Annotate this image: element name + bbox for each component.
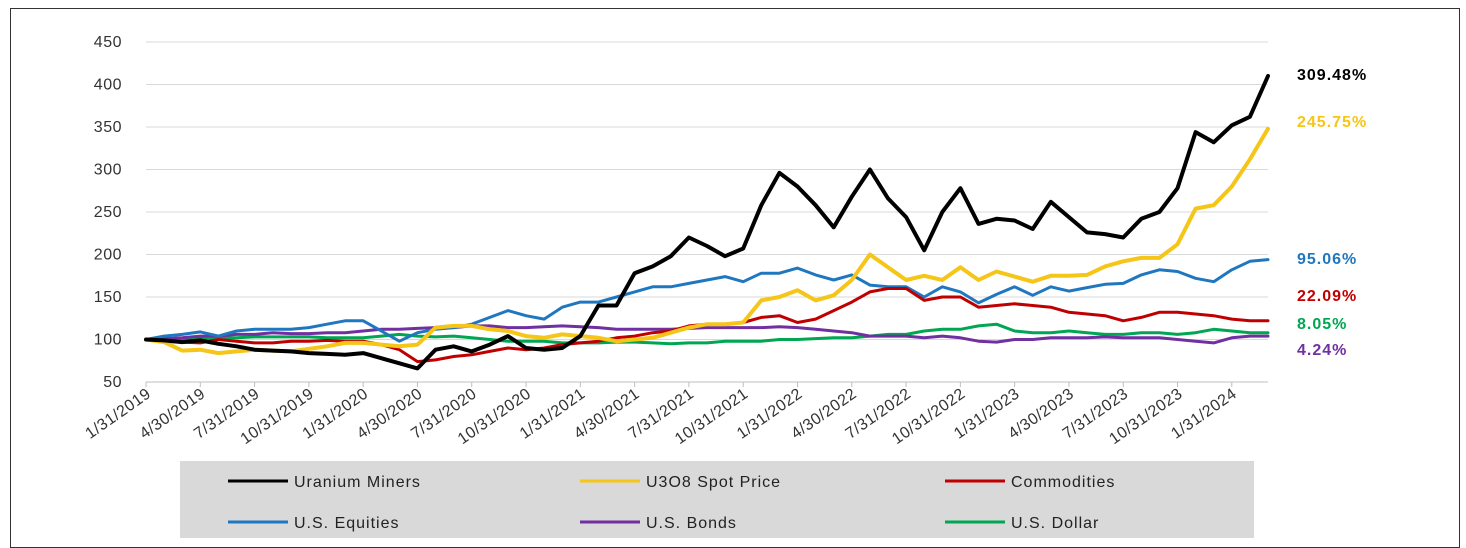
y-tick-label: 100 — [94, 332, 122, 349]
y-tick-label: 400 — [94, 77, 122, 94]
end-label: 8.05% — [1297, 316, 1347, 333]
legend-box — [180, 461, 1254, 538]
end-label: 4.24% — [1297, 342, 1347, 359]
series-lines — [144, 74, 1270, 371]
series-line-u-s-bonds — [144, 324, 1270, 345]
legend-entry: Commodities — [1011, 474, 1115, 491]
series-line-u-s-dollar — [144, 322, 1270, 346]
series-line-u-s-equities — [144, 258, 1270, 343]
y-tick-label: 350 — [94, 119, 122, 136]
end-label: 22.09% — [1297, 288, 1357, 305]
legend-entry: U.S. Equities — [294, 515, 399, 532]
y-tick-label: 150 — [94, 289, 122, 306]
legend: Uranium Miners U3O8 Spot Price Commodities… — [180, 461, 1254, 538]
y-tick-label: 300 — [94, 162, 122, 179]
legend-entry: U.S. Bonds — [646, 515, 737, 532]
series-line-uranium-miners — [144, 74, 1270, 371]
legend-entry: Uranium Miners — [294, 474, 421, 491]
end-label: 245.75% — [1297, 114, 1367, 131]
end-label: 309.48% — [1297, 67, 1367, 84]
y-tick-label: 250 — [94, 204, 122, 221]
gridlines — [146, 41, 1268, 340]
legend-entry: U3O8 Spot Price — [646, 474, 781, 491]
legend-entry: U.S. Dollar — [1011, 515, 1099, 532]
y-tick-label: 450 — [94, 34, 122, 51]
axes: 501001502002503003504004501/31/20194/30/… — [83, 34, 1268, 448]
end-labels: 309.48% 245.75% 22.09% 95.06% 4.24% 8.05% — [1297, 67, 1367, 359]
y-tick-label: 50 — [103, 374, 122, 391]
y-tick-label: 200 — [94, 247, 122, 264]
series-line-u3o8-spot-price — [144, 126, 1270, 356]
end-label: 95.06% — [1297, 251, 1357, 268]
